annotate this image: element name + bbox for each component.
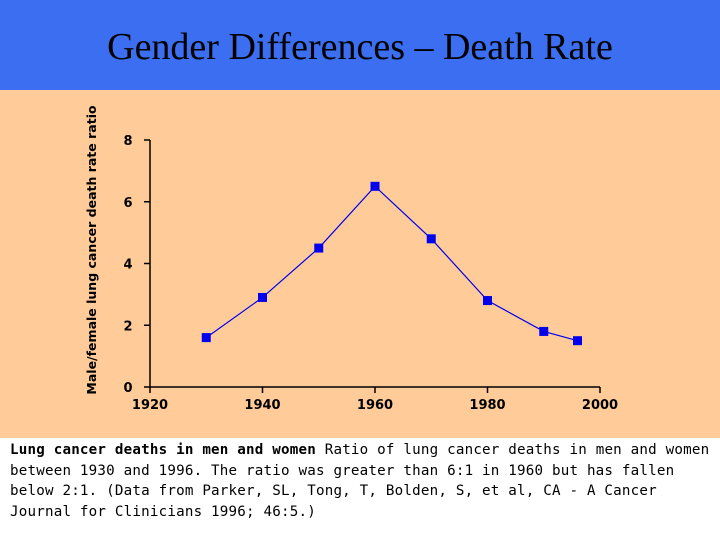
series-line xyxy=(205,185,578,342)
data-point xyxy=(201,333,211,343)
data-point xyxy=(426,234,436,244)
data-point xyxy=(539,326,549,336)
y-tick-label: 2 xyxy=(123,319,132,334)
x-tick-label: 1980 xyxy=(469,398,505,413)
y-tick-label: 8 xyxy=(123,134,132,149)
x-tick-label: 1920 xyxy=(132,398,168,413)
y-tick-label: 0 xyxy=(123,381,132,396)
x-tick-label: 1940 xyxy=(244,398,280,413)
ticks: 0 2 4 6 8 1920 1940 1960 1980 2000 xyxy=(123,134,618,413)
data-point xyxy=(258,292,267,302)
data-point xyxy=(314,243,324,253)
axes xyxy=(149,140,600,388)
data-point xyxy=(370,181,380,191)
caption-lead: Lung cancer deaths in men and women xyxy=(10,442,316,458)
line-chart: Male/female lung cancer death rate ratio… xyxy=(84,105,618,413)
y-tick-label: 6 xyxy=(123,196,132,211)
x-tick-label: 2000 xyxy=(582,398,618,413)
data-point xyxy=(573,336,582,346)
title-bar: Gender Differences – Death Rate xyxy=(0,0,720,90)
y-axis-label: Male/female lung cancer death rate ratio xyxy=(84,105,99,395)
caption-box: Lung cancer deaths in men and women Rati… xyxy=(0,438,720,540)
slide-title: Gender Differences – Death Rate xyxy=(107,26,613,68)
chart-area: Male/female lung cancer death rate ratio… xyxy=(0,90,720,438)
series-group xyxy=(201,181,582,346)
y-tick-label: 4 xyxy=(123,258,132,273)
caption-text: Lung cancer deaths in men and women Rati… xyxy=(10,440,710,522)
x-tick-label: 1960 xyxy=(357,398,393,413)
data-point xyxy=(483,296,492,306)
caption-body: Ratio of lung cancer deaths in men and w… xyxy=(10,442,710,520)
